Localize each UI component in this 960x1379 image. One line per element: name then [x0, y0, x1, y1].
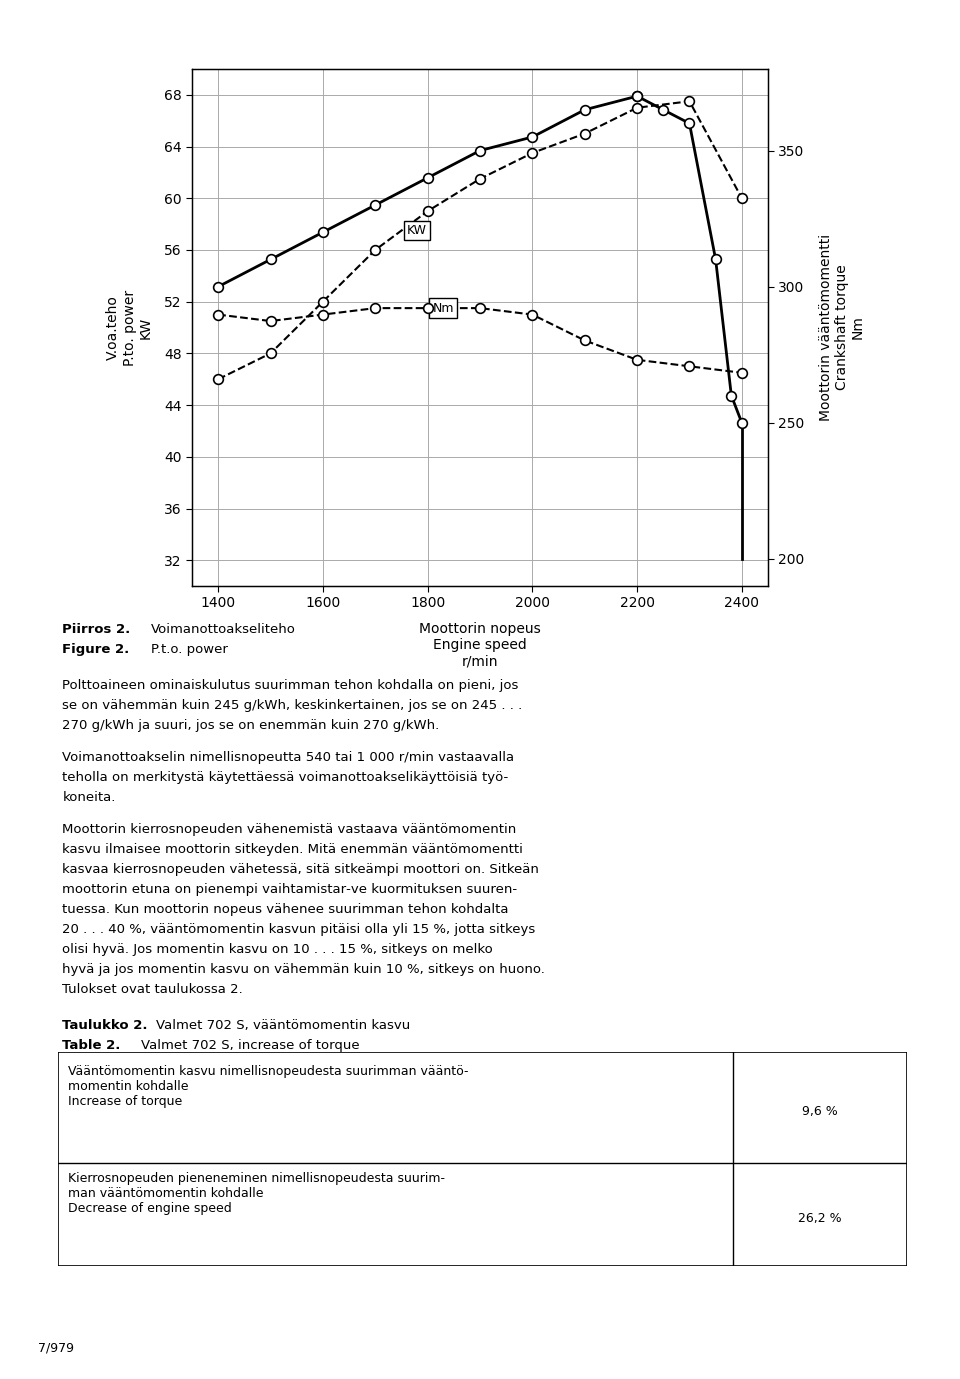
Text: Vääntömomentin kasvu nimellisnopeudesta suurimman vääntö-
momentin kohdalle
Incr: Vääntömomentin kasvu nimellisnopeudesta …: [68, 1065, 468, 1107]
Text: Kierrosnopeuden pieneneminen nimellisnopeudesta suurim-
man vääntömomentin kohda: Kierrosnopeuden pieneneminen nimellisnop…: [68, 1172, 444, 1215]
Text: koneita.: koneita.: [62, 792, 116, 804]
Text: Polttoaineen ominaiskulutus suurimman tehon kohdalla on pieni, jos: Polttoaineen ominaiskulutus suurimman te…: [62, 680, 518, 692]
Text: tuessa. Kun moottorin nopeus vähenee suurimman tehon kohdalta: tuessa. Kun moottorin nopeus vähenee suu…: [62, 903, 509, 916]
Text: Table 2.: Table 2.: [62, 1040, 121, 1052]
Text: moottorin etuna on pienempi vaihtamistar­ve kuormituksen suuren-: moottorin etuna on pienempi vaihtamistar…: [62, 884, 517, 896]
Text: teholla on merkitystä käytettäessä voimanottoakselikäyttöisiä työ-: teholla on merkitystä käytettäessä voima…: [62, 771, 509, 785]
Y-axis label: Moottorin vääntömomentti
Crankshaft torque
Nm: Moottorin vääntömomentti Crankshaft torq…: [819, 234, 865, 421]
Y-axis label: V.oa.teho
P.to. power
KW: V.oa.teho P.to. power KW: [107, 290, 153, 365]
Text: P.t.o. power: P.t.o. power: [151, 643, 228, 656]
Text: 26,2 %: 26,2 %: [799, 1212, 842, 1226]
Text: Piirros 2.: Piirros 2.: [62, 623, 131, 636]
Text: 20 . . . 40 %, vääntömomentin kasvun pitäisi olla yli 15 %, jotta sitkeys: 20 . . . 40 %, vääntömomentin kasvun pit…: [62, 924, 536, 936]
Text: Valmet 702 S, vääntömomentin kasvu: Valmet 702 S, vääntömomentin kasvu: [156, 1019, 411, 1033]
Text: 270 g/kWh ja suuri, jos se on enemmän kuin 270 g/kWh.: 270 g/kWh ja suuri, jos se on enemmän ku…: [62, 720, 440, 732]
Text: kasvu ilmaisee moottorin sitkeyden. Mitä enemmän vääntömomentti: kasvu ilmaisee moottorin sitkeyden. Mitä…: [62, 843, 523, 856]
Text: Nm: Nm: [433, 302, 454, 314]
Text: se on vähemmän kuin 245 g/kWh, keskinkertainen, jos se on 245 . . .: se on vähemmän kuin 245 g/kWh, keskinker…: [62, 699, 522, 713]
Text: Valmet 702 S, increase of torque: Valmet 702 S, increase of torque: [141, 1040, 360, 1052]
Text: Voimanottoakseliteho: Voimanottoakseliteho: [151, 623, 296, 636]
Text: hyvä ja jos momentin kasvu on vähemmän kuin 10 %, sitkeys on huono.: hyvä ja jos momentin kasvu on vähemmän k…: [62, 964, 545, 976]
Text: Voimanottoakselin nimellisnopeutta 540 tai 1 000 r/min vastaavalla: Voimanottoakselin nimellisnopeutta 540 t…: [62, 752, 515, 764]
Text: Moottorin kierrosnopeuden vähenemistä vastaava vääntömomentin: Moottorin kierrosnopeuden vähenemistä va…: [62, 823, 516, 836]
Text: kasvaa kierrosnopeuden vähetessä, sitä sitkeämpi moottori on. Sitkeän: kasvaa kierrosnopeuden vähetessä, sitä s…: [62, 863, 540, 876]
Text: Tulokset ovat taulukossa 2.: Tulokset ovat taulukossa 2.: [62, 983, 243, 996]
Text: olisi hyvä. Jos momentin kasvu on 10 . . . 15 %, sitkeys on melko: olisi hyvä. Jos momentin kasvu on 10 . .…: [62, 943, 493, 956]
X-axis label: Moottorin nopeus
Engine speed
r/min: Moottorin nopeus Engine speed r/min: [420, 622, 540, 667]
Text: Figure 2.: Figure 2.: [62, 643, 130, 656]
Text: KW: KW: [407, 223, 427, 237]
Text: Taulukko 2.: Taulukko 2.: [62, 1019, 148, 1033]
Text: 7/979: 7/979: [38, 1342, 75, 1354]
Text: 9,6 %: 9,6 %: [803, 1106, 838, 1118]
